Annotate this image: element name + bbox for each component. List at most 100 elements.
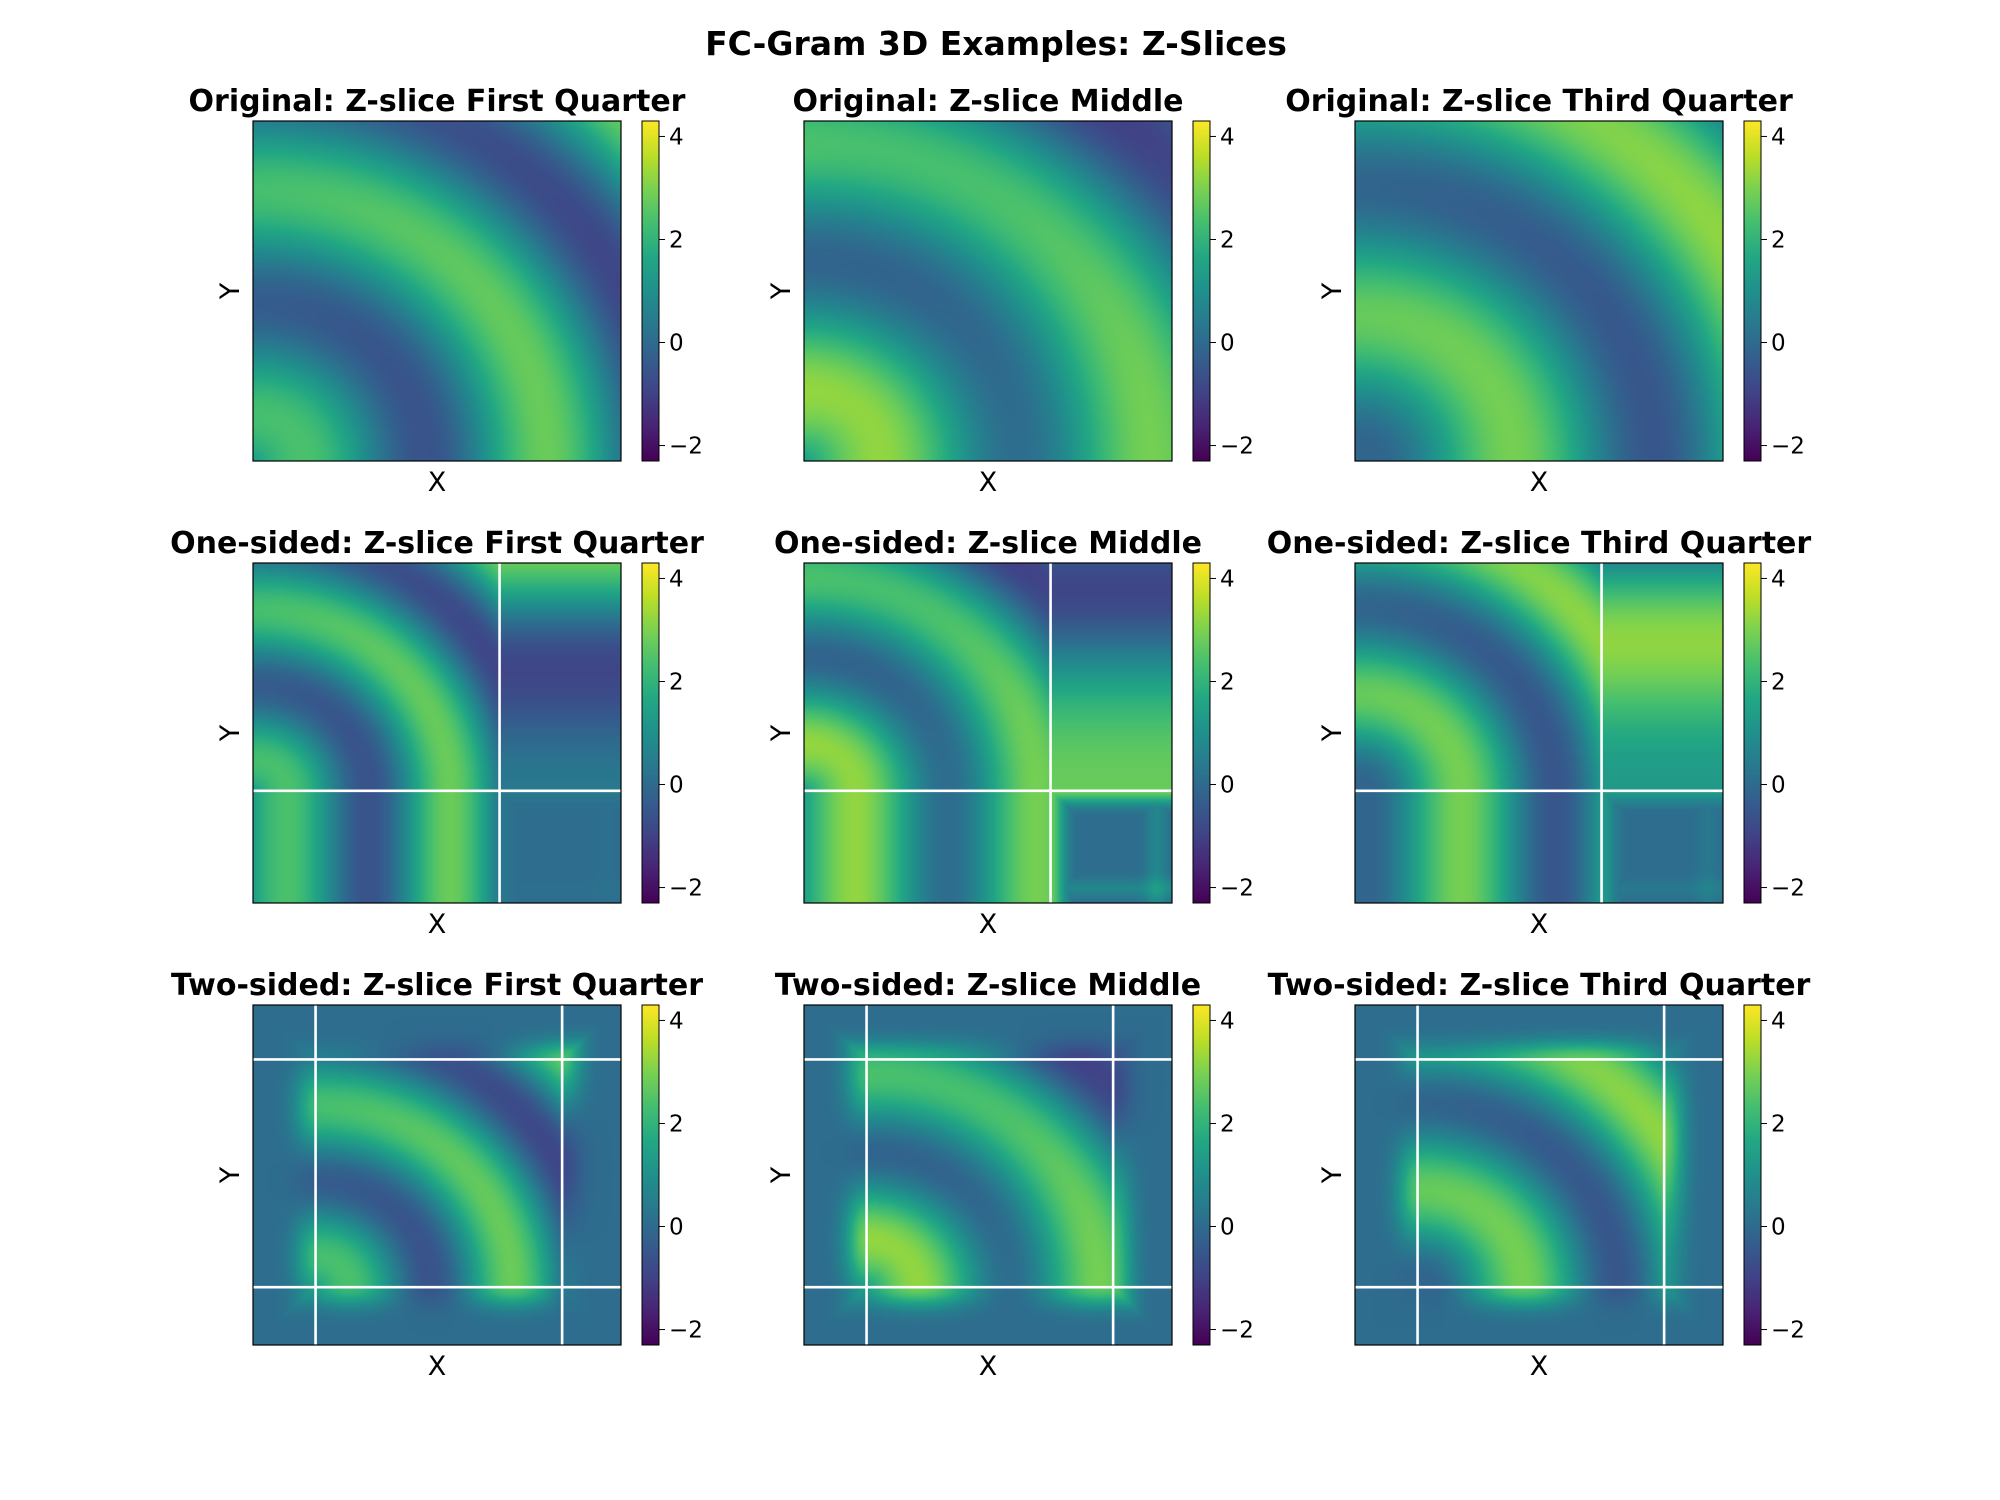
colorbar-tick-label: 0 — [1220, 773, 1235, 799]
heatmap-image — [253, 1005, 621, 1345]
colorbar-tick-label: 0 — [669, 1215, 684, 1241]
y-axis-label: Y — [1317, 282, 1348, 300]
colorbar-tick-label: 2 — [669, 669, 684, 695]
y-axis-label: Y — [215, 282, 246, 300]
heatmap-image — [804, 563, 1172, 903]
heatmap-image — [1355, 1005, 1723, 1345]
colorbar — [1743, 1004, 1762, 1346]
subplot-1-1: Original: Z-slice First Quarter X Y −2 0 2 4 — [189, 84, 703, 498]
figure-title: FC-Gram 3D Examples: Z-Slices — [705, 24, 1287, 63]
colorbar-tick-label: 0 — [669, 773, 684, 799]
axes-frame — [1354, 120, 1724, 462]
colorbar-tick-label: 4 — [1771, 1008, 1786, 1034]
colorbar-tick-label: 0 — [1771, 1215, 1786, 1241]
colorbar-tick-label: 4 — [1771, 566, 1786, 592]
y-axis-label: Y — [215, 1166, 246, 1184]
x-axis-label: X — [428, 467, 447, 498]
colorbar-tick-label: 4 — [669, 124, 684, 150]
y-axis-label: Y — [766, 724, 797, 742]
colorbar — [1192, 1004, 1211, 1346]
subplot-title: One-sided: Z-slice First Quarter — [170, 526, 704, 561]
y-axis-label: Y — [766, 282, 797, 300]
x-axis-label: X — [1530, 1351, 1549, 1382]
axes-frame — [252, 1004, 622, 1346]
axes-frame — [803, 120, 1173, 462]
colorbar-tick-label: −2 — [1220, 876, 1254, 902]
heatmap-image — [253, 563, 621, 903]
colorbar-tick-label: −2 — [1771, 434, 1805, 460]
subplot-title: One-sided: Z-slice Third Quarter — [1267, 526, 1812, 561]
colorbar-tick-label: 2 — [1771, 669, 1786, 695]
colorbar-tick-label: 4 — [669, 566, 684, 592]
y-axis-label: Y — [1317, 724, 1348, 742]
x-axis-label: X — [979, 1351, 998, 1382]
x-axis-label: X — [428, 1351, 447, 1382]
colorbar — [1743, 120, 1762, 462]
colorbar-tick-label: 0 — [669, 331, 684, 357]
heatmap-image — [804, 1005, 1172, 1345]
colorbar-tick-label: 0 — [1220, 1215, 1235, 1241]
colorbar-tick-label: 4 — [1220, 566, 1235, 592]
colorbar — [1743, 562, 1762, 904]
axes-frame — [803, 1004, 1173, 1346]
subplot-2-2: One-sided: Z-slice Middle X Y −2 0 2 4 — [766, 526, 1254, 940]
colorbar-tick-label: 2 — [1220, 1111, 1235, 1137]
x-axis-label: X — [1530, 909, 1549, 940]
subplot-2-1: One-sided: Z-slice First Quarter X Y −2 0 2 4 — [170, 526, 704, 940]
heatmap-image — [253, 121, 621, 461]
colorbar-tick-label: −2 — [1220, 1318, 1254, 1344]
colorbar-tick-label: 2 — [1220, 669, 1235, 695]
subplot-1-3: Original: Z-slice Third Quarter X Y −2 0 2 4 — [1285, 84, 1805, 498]
colorbar — [641, 562, 660, 904]
x-axis-label: X — [979, 467, 998, 498]
x-axis-label: X — [1530, 467, 1549, 498]
colorbar-tick-label: −2 — [669, 876, 703, 902]
axes-frame — [1354, 1004, 1724, 1346]
subplot-3-2: Two-sided: Z-slice Middle X Y −2 0 2 4 — [766, 968, 1254, 1382]
axes-frame — [803, 562, 1173, 904]
colorbar-tick-label: −2 — [1771, 876, 1805, 902]
axes-frame — [252, 120, 622, 462]
subplot-title: Two-sided: Z-slice Middle — [775, 968, 1201, 1003]
colorbar — [641, 120, 660, 462]
colorbar-tick-label: 0 — [1771, 773, 1786, 799]
heatmap-image — [1355, 563, 1723, 903]
axes-frame — [1354, 562, 1724, 904]
subplot-title: One-sided: Z-slice Middle — [774, 526, 1202, 561]
colorbar-tick-label: 0 — [1771, 331, 1786, 357]
colorbar — [1192, 562, 1211, 904]
x-axis-label: X — [428, 909, 447, 940]
y-axis-label: Y — [1317, 1166, 1348, 1184]
colorbar — [641, 1004, 660, 1346]
subplot-title: Two-sided: Z-slice Third Quarter — [1268, 968, 1811, 1003]
axes-frame — [252, 562, 622, 904]
subplot-3-1: Two-sided: Z-slice First Quarter X Y −2 0 2 4 — [171, 968, 703, 1382]
colorbar-tick-label: 2 — [1771, 227, 1786, 253]
subplot-title: Two-sided: Z-slice First Quarter — [171, 968, 703, 1003]
subplot-title: Original: Z-slice First Quarter — [189, 84, 686, 119]
colorbar-tick-label: 2 — [669, 227, 684, 253]
colorbar-tick-label: 2 — [1771, 1111, 1786, 1137]
heatmap-image — [804, 121, 1172, 461]
colorbar-tick-label: −2 — [1771, 1318, 1805, 1344]
subplot-title: Original: Z-slice Third Quarter — [1285, 84, 1793, 119]
colorbar-tick-label: 4 — [669, 1008, 684, 1034]
subplot-2-3: One-sided: Z-slice Third Quarter X Y −2 0 2 4 — [1267, 526, 1812, 940]
colorbar — [1192, 120, 1211, 462]
colorbar-tick-label: −2 — [1220, 434, 1254, 460]
colorbar-tick-label: 4 — [1220, 1008, 1235, 1034]
colorbar-tick-label: −2 — [669, 1318, 703, 1344]
y-axis-label: Y — [215, 724, 246, 742]
subplot-3-3: Two-sided: Z-slice Third Quarter X Y −2 0 2 4 — [1268, 968, 1811, 1382]
colorbar-tick-label: 4 — [1220, 124, 1235, 150]
x-axis-label: X — [979, 909, 998, 940]
y-axis-label: Y — [766, 1166, 797, 1184]
colorbar-tick-label: 2 — [1220, 227, 1235, 253]
heatmap-image — [1355, 121, 1723, 461]
colorbar-tick-label: −2 — [669, 434, 703, 460]
colorbar-tick-label: 4 — [1771, 124, 1786, 150]
subplot-1-2: Original: Z-slice Middle X Y −2 0 2 4 — [766, 84, 1254, 498]
colorbar-tick-label: 0 — [1220, 331, 1235, 357]
colorbar-tick-label: 2 — [669, 1111, 684, 1137]
